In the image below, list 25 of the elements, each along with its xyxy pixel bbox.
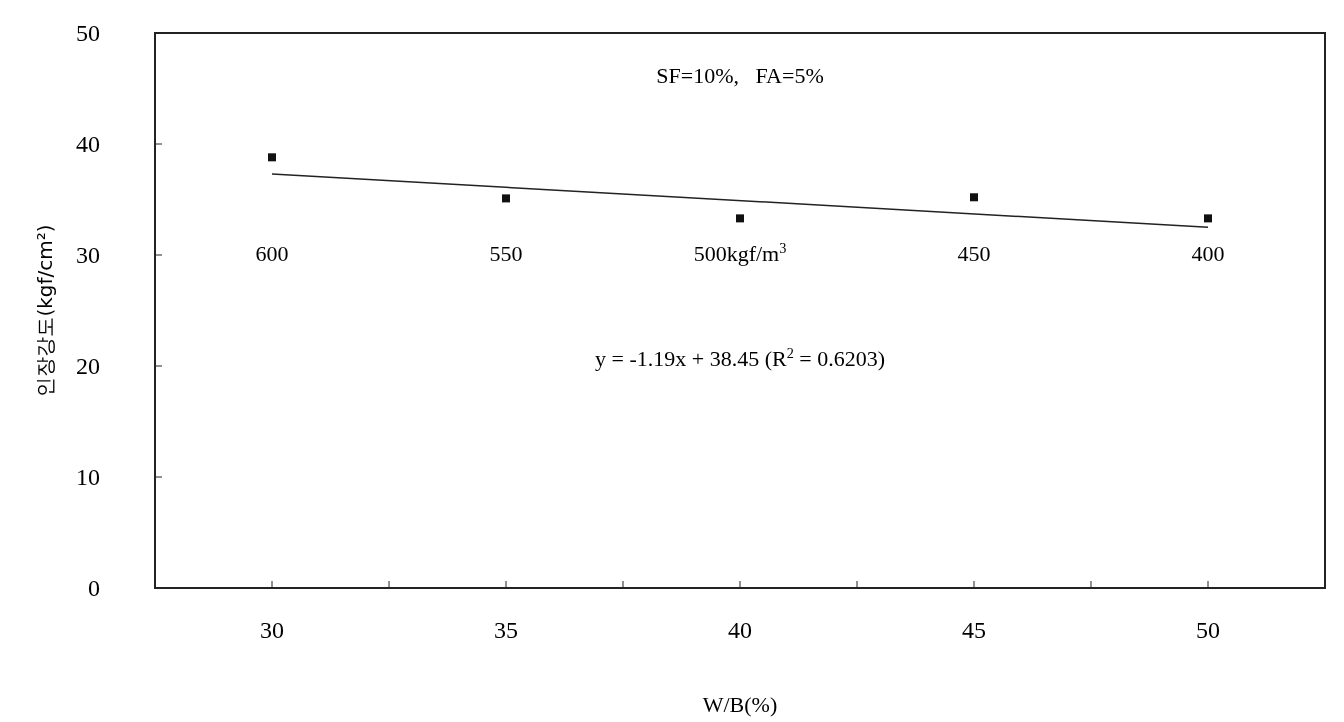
point — [1204, 214, 1212, 223]
annotation: 500kgf/m$^{3}$ — [693, 239, 787, 266]
annotation: 400 — [1191, 240, 1225, 266]
point — [268, 153, 276, 162]
point — [970, 193, 978, 202]
x-tick-label: 45 — [962, 617, 986, 643]
x-tick-label: 50 — [1196, 617, 1220, 643]
y-tick-label: 50 — [76, 20, 100, 47]
y-tick-label: 40 — [76, 131, 100, 158]
annotation: 450 — [957, 240, 991, 266]
x-axis-title: W/B(%) — [702, 692, 778, 717]
point — [736, 214, 744, 223]
x-tick-label: 30 — [260, 617, 284, 643]
annotation: 600 — [255, 240, 289, 266]
y-tick-label: 10 — [76, 464, 100, 491]
annotation: 550 — [489, 240, 523, 266]
x-tick-label: 35 — [494, 617, 518, 643]
y-tick-label: 0 — [88, 575, 100, 602]
annotation: y = -1.19x + 38.45 (R$^{2}$ = 0.6203) — [594, 345, 886, 371]
annotation: SF=10%, FA=5% — [656, 63, 824, 88]
y-axis-title: 인장강도(kgf/cm²) — [33, 224, 57, 397]
point — [502, 194, 510, 203]
y-tick-label: 20 — [76, 353, 100, 380]
y-tick-label: 30 — [76, 242, 100, 269]
x-tick-label: 40 — [728, 617, 752, 643]
